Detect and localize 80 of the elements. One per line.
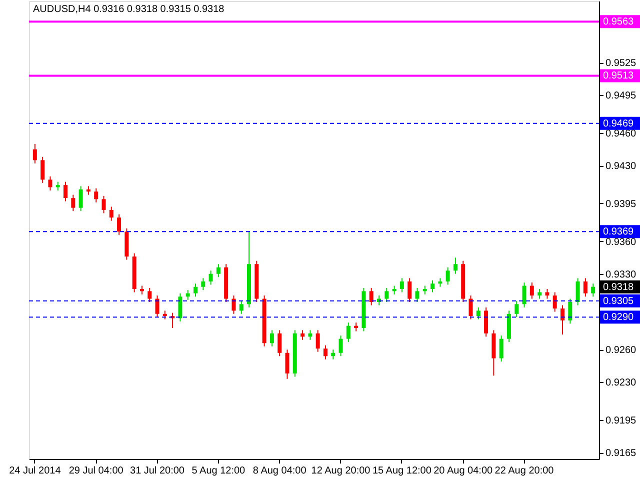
- candlestick: [270, 330, 274, 347]
- candlestick: [208, 270, 213, 286]
- ref-line-label: 0.9469: [603, 118, 634, 130]
- y-tick-label: 0.9495: [606, 90, 637, 102]
- candlestick: [522, 282, 526, 308]
- candlestick: [102, 195, 106, 214]
- candlestick: [346, 322, 350, 343]
- y-tick-label: 0.9525: [606, 58, 637, 70]
- candlestick: [316, 330, 320, 352]
- y-tick-label: 0.9230: [606, 378, 637, 389]
- candlestick: [499, 335, 504, 362]
- candlestick: [178, 292, 182, 322]
- x-tick-label: 15 Aug 12:00: [372, 466, 432, 476]
- candlestick: [369, 287, 374, 306]
- candlestick: [530, 282, 534, 300]
- candlestick: [40, 156, 45, 184]
- x-tick-label: 22 Aug 20:00: [494, 466, 554, 476]
- candlestick: [453, 257, 458, 274]
- candlestick: [384, 287, 389, 302]
- candlestick: [408, 278, 412, 302]
- candlestick: [148, 287, 152, 302]
- candlestick: [323, 344, 328, 360]
- candlestick: [552, 292, 557, 312]
- candlestick: [338, 335, 343, 357]
- candlestick: [560, 304, 564, 335]
- x-tick-label: 31 Jul 20:00: [130, 466, 185, 476]
- candlestick: [201, 278, 206, 291]
- x-tick-label: 8 Aug 04:00: [252, 466, 307, 476]
- candlestick: [239, 300, 244, 314]
- candlestick: [155, 295, 160, 318]
- candlestick: [278, 330, 282, 357]
- candlestick: [568, 298, 572, 324]
- candlestick: [331, 349, 336, 360]
- ref-line-label: 0.9369: [603, 226, 634, 238]
- candlestick: [32, 143, 37, 164]
- candlestick: [430, 280, 435, 293]
- candlestick: [446, 266, 450, 286]
- x-tick-label: 29 Jul 04:00: [68, 466, 124, 476]
- candlestick: [78, 186, 83, 212]
- candlestick: [48, 176, 52, 191]
- y-tick-label: 0.9260: [606, 345, 637, 356]
- candlestick: [64, 181, 68, 202]
- y-tick-label: 0.9430: [606, 161, 637, 172]
- candlestick: [484, 306, 488, 338]
- y-tick-label: 0.9360: [606, 236, 637, 248]
- candlestick: [468, 295, 473, 320]
- candlestick: [545, 288, 550, 300]
- y-tick-label: 0.9330: [606, 269, 637, 280]
- candlestick: [538, 288, 542, 300]
- candlestick: [193, 283, 198, 298]
- y-tick-label: 0.9195: [606, 416, 637, 427]
- y-tick-label: 0.9460: [606, 128, 637, 140]
- candlestick: [514, 300, 519, 318]
- ref-line-label: 0.9513: [603, 70, 634, 82]
- chart-title: AUDUSD,H4 0.9316 0.9318 0.9315 0.9318: [33, 4, 225, 15]
- candlestick: [415, 287, 420, 302]
- y-tick-label: 0.9395: [606, 198, 637, 210]
- x-tick-label: 12 Aug 20:00: [311, 466, 371, 476]
- x-tick-label: 20 Aug 04:00: [434, 466, 493, 476]
- x-tick-label: 24 Jul 2014: [9, 466, 62, 476]
- candlestick: [308, 330, 312, 340]
- candlestick: [71, 194, 76, 212]
- candlestick: [591, 283, 596, 298]
- candlestick: [300, 330, 305, 340]
- candlestick: [400, 278, 404, 293]
- candlestick: [583, 278, 588, 298]
- ref-line-label: 0.9563: [603, 16, 634, 28]
- y-tick-label: 0.9165: [606, 448, 637, 460]
- candlestick: [576, 278, 580, 306]
- candlestick: [476, 306, 480, 320]
- ref-line-label: 0.9290: [603, 312, 634, 324]
- ref-line-label: 0.9305: [603, 296, 634, 307]
- candlestick: [186, 290, 190, 300]
- annotation: 0.9318: [603, 282, 634, 293]
- candlestick: [285, 349, 290, 380]
- candlestick: [94, 188, 98, 203]
- candlestick: [117, 214, 122, 236]
- candlestick: [216, 264, 220, 278]
- x-tick-label: 5 Aug 12:00: [192, 466, 246, 476]
- candlestick: [109, 206, 114, 222]
